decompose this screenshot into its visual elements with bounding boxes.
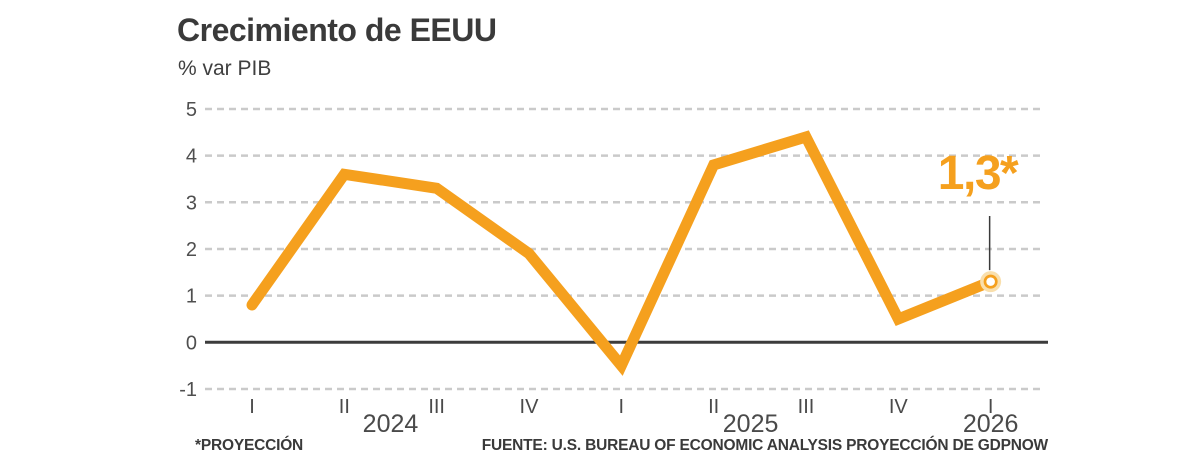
y-tick-label: 3 [186, 192, 197, 214]
chart-subtitle: % var PIB [178, 57, 272, 80]
gdp-growth-line [246, 130, 997, 376]
y-tick-label: 4 [186, 146, 197, 168]
y-tick-label: 0 [186, 332, 197, 354]
source-attribution: FUENTE: U.S. BUREAU OF ECONOMIC ANALYSIS… [481, 437, 1048, 454]
x-tick-label-quarter: II [339, 396, 350, 418]
y-tick-label: -1 [179, 379, 197, 401]
projection-value-label: 1,3* [937, 147, 1019, 200]
y-tick-label: 5 [186, 99, 197, 121]
x-tick-label-quarter: IV [520, 396, 540, 418]
x-tick-label-quarter: III [798, 396, 815, 418]
x-axis-year-label: 2024 [363, 410, 419, 438]
x-axis-year-label: 2025 [723, 410, 779, 438]
x-tick-label-quarter: III [428, 396, 445, 418]
projection-footnote: *PROYECCIÓN [195, 437, 304, 454]
x-tick-label-quarter: I [619, 396, 625, 418]
chart-title: Crecimiento de EEUU [177, 12, 497, 48]
x-axis-year-label: 2026 [963, 410, 1019, 438]
x-tick-label-quarter: II [708, 396, 719, 418]
y-tick-label: 2 [186, 239, 197, 261]
y-axis-labels-layer: 5 4 3 2 1 0 -1 [179, 99, 197, 401]
projection-marker [986, 277, 995, 286]
data-series-layer [246, 130, 1002, 376]
x-tick-label-quarter: I [988, 396, 994, 418]
x-tick-label-quarter: IV [889, 396, 909, 418]
x-tick-label-quarter: I [249, 396, 255, 418]
y-tick-label: 1 [186, 286, 197, 308]
